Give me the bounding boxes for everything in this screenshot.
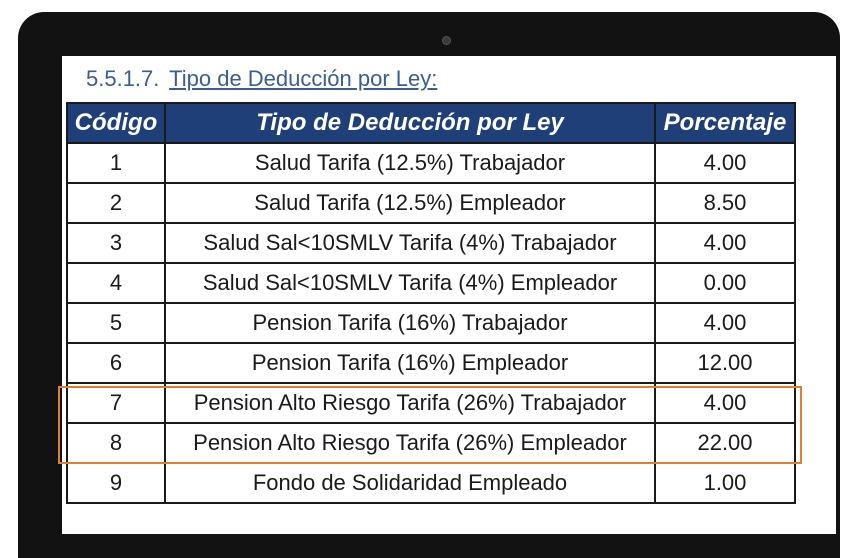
- header-codigo: Código: [66, 102, 166, 144]
- cell-percent: 4.00: [654, 382, 796, 424]
- section-title: Tipo de Deducción por Ley:: [169, 66, 438, 91]
- cell-percent: 12.00: [654, 342, 796, 384]
- cell-code: 7: [66, 382, 166, 424]
- cell-type: Pension Alto Riesgo Tarifa (26%) Emplead…: [164, 422, 656, 464]
- cell-code: 6: [66, 342, 166, 384]
- table-row: 8 Pension Alto Riesgo Tarifa (26%) Emple…: [66, 422, 796, 464]
- header-porcentaje: Porcentaje: [654, 102, 796, 144]
- cell-type: Salud Sal<10SMLV Tarifa (4%) Empleador: [164, 262, 656, 304]
- cell-type: Salud Sal<10SMLV Tarifa (4%) Trabajador: [164, 222, 656, 264]
- cell-code: 2: [66, 182, 166, 224]
- cell-code: 5: [66, 302, 166, 344]
- section-number: 5.5.1.7.: [86, 66, 160, 91]
- cell-type: Pension Tarifa (16%) Trabajador: [164, 302, 656, 344]
- cell-percent: 4.00: [654, 142, 796, 184]
- section-heading: 5.5.1.7. Tipo de Deducción por Ley:: [86, 66, 437, 92]
- table-row: 9 Fondo de Solidaridad Empleado 1.00: [66, 462, 796, 504]
- cell-code: 9: [66, 462, 166, 504]
- cell-type: Salud Tarifa (12.5%) Trabajador: [164, 142, 656, 184]
- cell-type: Fondo de Solidaridad Empleado: [164, 462, 656, 504]
- cell-code: 8: [66, 422, 166, 464]
- camera-dot: [442, 36, 451, 45]
- cell-percent: 1.00: [654, 462, 796, 504]
- table-row: 7 Pension Alto Riesgo Tarifa (26%) Traba…: [66, 382, 796, 424]
- deductions-table: Código Tipo de Deducción por Ley Porcent…: [66, 102, 796, 504]
- table-row: 2 Salud Tarifa (12.5%) Empleador 8.50: [66, 182, 796, 224]
- cell-type: Salud Tarifa (12.5%) Empleador: [164, 182, 656, 224]
- cell-type: Pension Tarifa (16%) Empleador: [164, 342, 656, 384]
- cell-percent: 8.50: [654, 182, 796, 224]
- cell-percent: 0.00: [654, 262, 796, 304]
- table-header-row: Código Tipo de Deducción por Ley Porcent…: [66, 102, 796, 144]
- cell-code: 4: [66, 262, 166, 304]
- cell-percent: 4.00: [654, 302, 796, 344]
- cell-percent: 22.00: [654, 422, 796, 464]
- cell-type: Pension Alto Riesgo Tarifa (26%) Trabaja…: [164, 382, 656, 424]
- cell-percent: 4.00: [654, 222, 796, 264]
- table-row: 4 Salud Sal<10SMLV Tarifa (4%) Empleador…: [66, 262, 796, 304]
- cell-code: 3: [66, 222, 166, 264]
- table-row: 1 Salud Tarifa (12.5%) Trabajador 4.00: [66, 142, 796, 184]
- cell-code: 1: [66, 142, 166, 184]
- table-row: 3 Salud Sal<10SMLV Tarifa (4%) Trabajado…: [66, 222, 796, 264]
- table-row: 6 Pension Tarifa (16%) Empleador 12.00: [66, 342, 796, 384]
- header-tipo: Tipo de Deducción por Ley: [164, 102, 656, 144]
- table-row: 5 Pension Tarifa (16%) Trabajador 4.00: [66, 302, 796, 344]
